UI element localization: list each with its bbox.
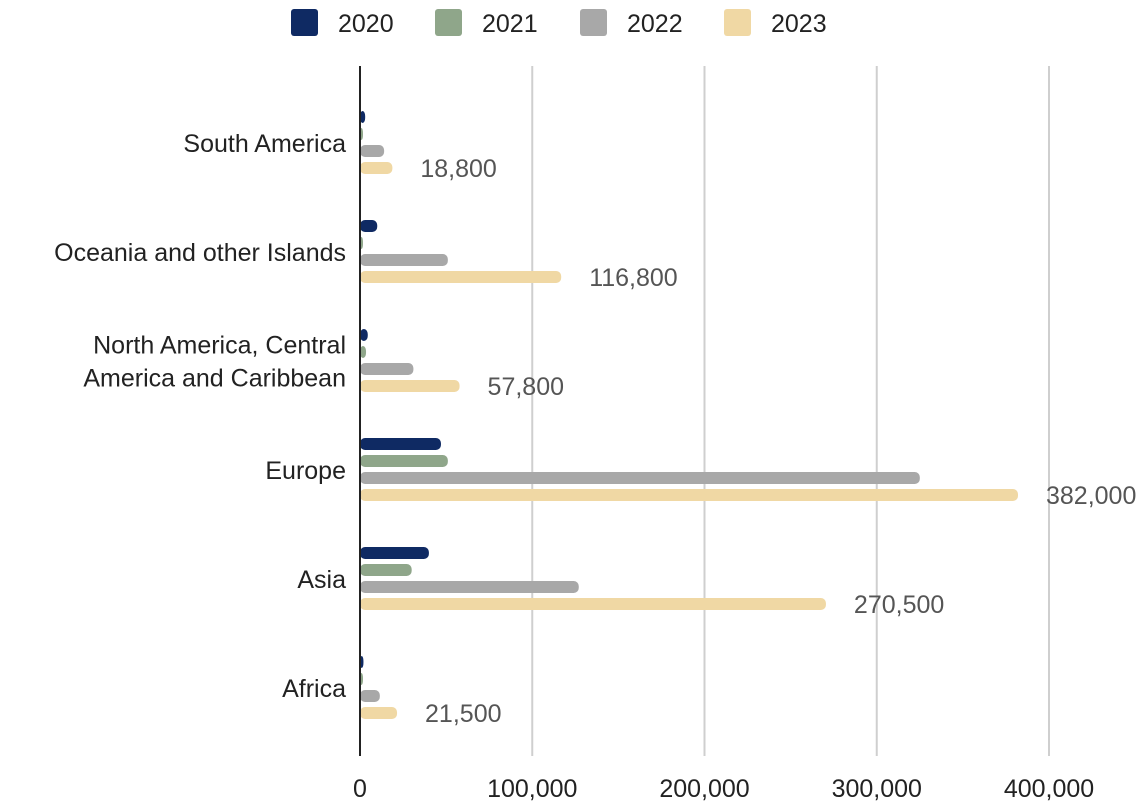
bar-2023 <box>360 598 826 610</box>
legend-label: 2023 <box>771 10 827 38</box>
legend-swatch-2022 <box>580 9 607 36</box>
x-tick-label: 100,000 <box>487 775 577 803</box>
category-label: Asia <box>297 566 346 594</box>
bar-2022 <box>360 472 920 484</box>
x-tick-label: 400,000 <box>1004 775 1094 803</box>
legend-label: 2021 <box>482 10 538 38</box>
legend-swatch-2021 <box>435 9 462 36</box>
bar-2023 <box>360 489 1018 501</box>
data-label: 116,800 <box>589 264 678 292</box>
bar-2023 <box>360 707 398 719</box>
data-label: 270,500 <box>854 591 944 619</box>
bar-2022 <box>360 254 448 266</box>
data-label: 21,500 <box>425 700 501 728</box>
data-label: 382,000 <box>1046 482 1136 510</box>
category-label: Oceania and other Islands <box>54 239 346 267</box>
legend-swatch-2023 <box>724 9 751 36</box>
bar-2020 <box>360 111 366 123</box>
category-label: Africa <box>282 675 346 703</box>
category-label: South America <box>183 130 346 158</box>
bar-2022 <box>360 690 380 702</box>
legend-swatch-2020 <box>291 9 318 36</box>
category-label: North America, Central <box>93 332 346 360</box>
bar-2020 <box>360 547 429 559</box>
bar-2022 <box>360 145 385 157</box>
data-label: 57,800 <box>488 373 564 401</box>
x-tick-label: 200,000 <box>659 775 749 803</box>
data-labels: 18,800 116,800 57,800 382,000 270,500 21,500 <box>420 155 1136 728</box>
x-axis-tick-labels: 0 100,000 200,000 300,000 400,000 <box>353 775 1094 803</box>
bar-2023 <box>360 380 460 392</box>
legend-label: 2020 <box>338 10 394 38</box>
bar-2020 <box>360 329 368 341</box>
category-label: Europe <box>265 457 346 485</box>
bars <box>360 111 1018 719</box>
bar-2022 <box>360 581 579 593</box>
bar-2021 <box>360 346 367 358</box>
bar-2020 <box>360 220 378 232</box>
bar-2020 <box>360 438 441 450</box>
bar-2022 <box>360 363 414 375</box>
category-labels: South America Oceania and other Islands No… <box>54 130 346 703</box>
bar-2021 <box>360 455 448 467</box>
legend-label: 2022 <box>627 10 683 38</box>
x-tick-label: 300,000 <box>832 775 922 803</box>
gridlines <box>531 66 1050 756</box>
x-tick-label: 0 <box>353 775 367 803</box>
category-label: America and Caribbean <box>83 365 346 393</box>
data-label: 18,800 <box>420 155 496 183</box>
bar-2023 <box>360 162 393 174</box>
bar-2023 <box>360 271 562 283</box>
bar-2021 <box>360 564 412 576</box>
legend: 2020 2021 2022 2023 <box>291 9 827 38</box>
